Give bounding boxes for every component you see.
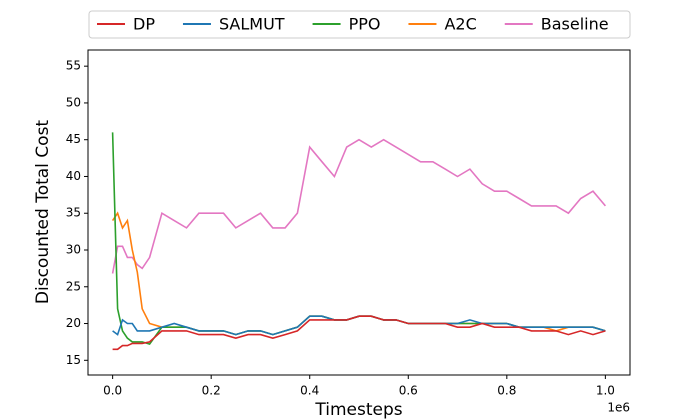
series-line bbox=[112, 315, 606, 336]
legend-label: DP bbox=[133, 15, 155, 34]
series-line bbox=[111, 132, 606, 346]
series-line bbox=[111, 138, 607, 274]
x-tick-label: 0.2 bbox=[202, 384, 221, 398]
legend-label: Baseline bbox=[541, 15, 609, 34]
x-offset-label: 1e6 bbox=[607, 401, 630, 415]
x-tick-label: 0.8 bbox=[497, 384, 516, 398]
y-tick-label: 45 bbox=[66, 132, 81, 146]
y-axis-label: Discounted Total Cost bbox=[33, 120, 53, 305]
y-tick-label: 30 bbox=[66, 243, 81, 257]
y-tick-label: 20 bbox=[66, 316, 81, 330]
y-tick-label: 25 bbox=[66, 279, 81, 293]
y-tick-label: 40 bbox=[66, 169, 81, 183]
x-tick-label: 0.4 bbox=[300, 384, 319, 398]
x-tick-label: 1.0 bbox=[596, 384, 615, 398]
legend-label: SALMUT bbox=[219, 15, 285, 34]
x-tick-label: 0.6 bbox=[399, 384, 418, 398]
series-line bbox=[112, 315, 606, 351]
x-axis-label: Timesteps bbox=[314, 400, 402, 420]
y-tick-label: 55 bbox=[66, 59, 81, 73]
plot-frame bbox=[87, 49, 631, 376]
legend-label: A2C bbox=[444, 15, 476, 34]
y-tick-label: 50 bbox=[66, 95, 81, 109]
x-tick-label: 0.0 bbox=[103, 384, 122, 398]
legend-box bbox=[88, 10, 631, 39]
y-tick-label: 15 bbox=[66, 353, 81, 367]
legend-label: PPO bbox=[349, 15, 381, 34]
y-tick-label: 35 bbox=[66, 206, 81, 220]
